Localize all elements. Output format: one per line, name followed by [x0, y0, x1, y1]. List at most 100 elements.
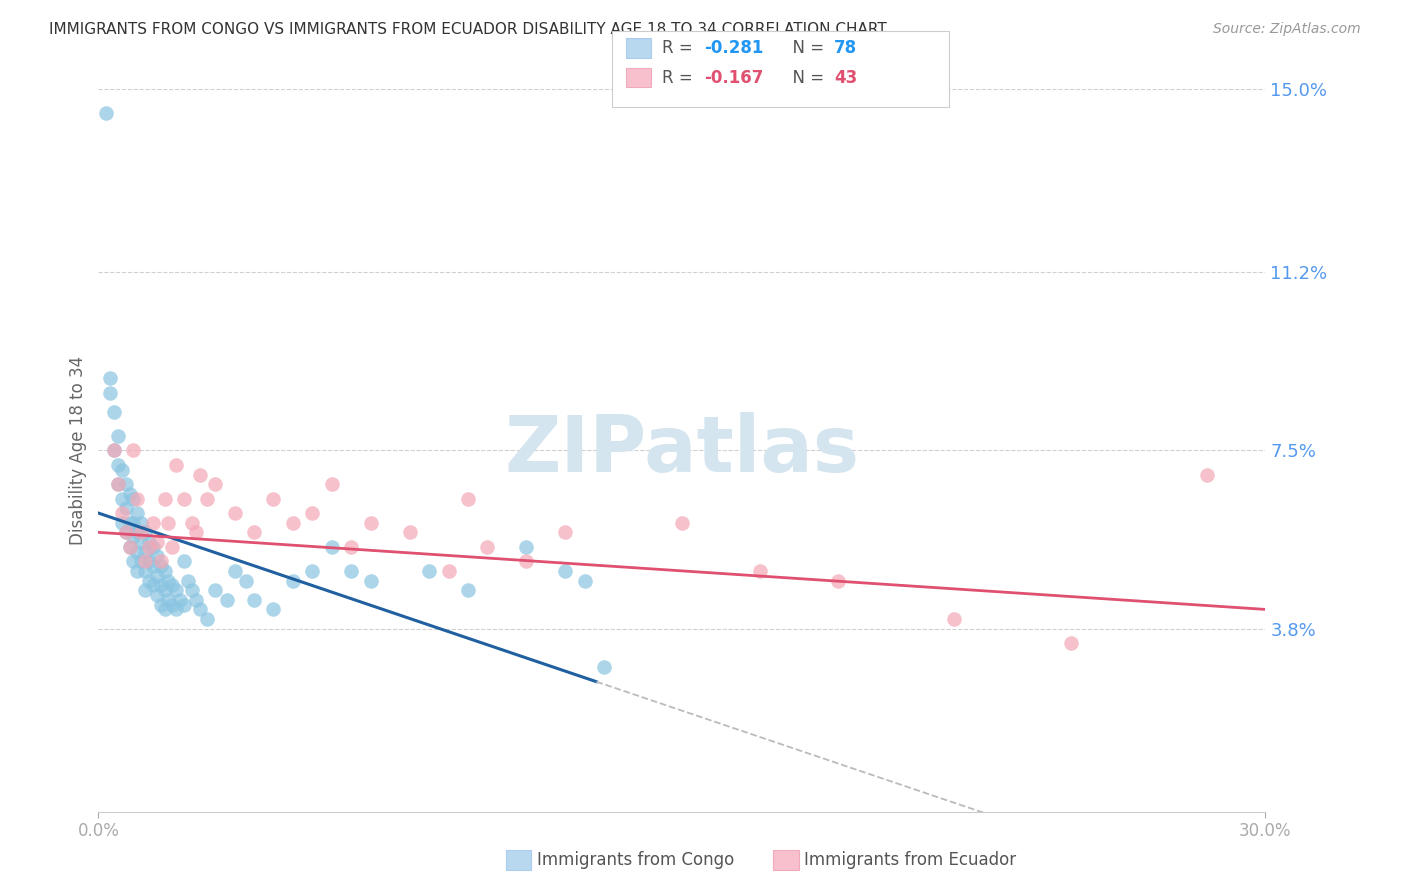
Text: R =: R = [662, 39, 699, 57]
Point [98, 371, 121, 385]
Point [457, 583, 479, 598]
Point [122, 554, 145, 568]
Point [149, 578, 172, 592]
Point [127, 506, 149, 520]
Point [122, 516, 145, 530]
Point [281, 516, 304, 530]
Point [134, 525, 156, 540]
Point [224, 506, 246, 520]
Point [134, 554, 156, 568]
Point [169, 592, 191, 607]
Text: N =: N = [782, 39, 830, 57]
Point [173, 491, 195, 506]
Point [360, 516, 382, 530]
Point [281, 574, 304, 588]
Point [437, 564, 460, 578]
Point [215, 592, 238, 607]
Point [180, 516, 202, 530]
Text: 78: 78 [834, 39, 856, 57]
Text: 43: 43 [834, 69, 858, 87]
Point [243, 525, 266, 540]
Point [301, 506, 323, 520]
Point [173, 554, 195, 568]
Point [122, 530, 145, 544]
Point [134, 544, 156, 558]
Point [398, 525, 420, 540]
Point [146, 568, 169, 582]
Point [748, 564, 770, 578]
Point [111, 506, 134, 520]
Point [111, 463, 134, 477]
Point [146, 588, 169, 602]
Point [98, 385, 121, 400]
Text: -0.167: -0.167 [704, 69, 763, 87]
Point [340, 564, 363, 578]
Point [177, 574, 200, 588]
Point [173, 598, 195, 612]
Point [195, 491, 218, 506]
Point [162, 598, 184, 612]
Point [107, 458, 129, 472]
Point [122, 443, 145, 458]
Point [162, 540, 184, 554]
Point [146, 535, 169, 549]
Point [127, 544, 149, 558]
Point [149, 598, 172, 612]
Point [153, 602, 176, 616]
Point [127, 564, 149, 578]
Point [418, 564, 440, 578]
Text: -0.281: -0.281 [704, 39, 763, 57]
Point [142, 516, 165, 530]
Point [157, 574, 180, 588]
Point [321, 477, 343, 491]
Point [142, 540, 165, 554]
Point [301, 564, 323, 578]
Point [321, 540, 343, 554]
Text: Immigrants from Ecuador: Immigrants from Ecuador [804, 851, 1017, 869]
Text: Immigrants from Congo: Immigrants from Congo [537, 851, 734, 869]
Point [235, 574, 257, 588]
Point [671, 516, 693, 530]
Text: ZIPatlas: ZIPatlas [505, 412, 859, 489]
Point [114, 525, 136, 540]
Point [157, 592, 180, 607]
Point [165, 583, 187, 598]
Point [165, 602, 187, 616]
Point [195, 612, 218, 626]
Point [1195, 467, 1218, 482]
Point [138, 574, 160, 588]
Point [204, 583, 226, 598]
Point [165, 458, 187, 472]
Point [138, 535, 160, 549]
Point [103, 443, 125, 458]
Point [184, 592, 207, 607]
Text: N =: N = [782, 69, 830, 87]
Point [515, 554, 537, 568]
Point [129, 535, 152, 549]
Point [224, 564, 246, 578]
Point [107, 477, 129, 491]
Point [118, 487, 141, 501]
Point [188, 602, 211, 616]
Y-axis label: Disability Age 18 to 34: Disability Age 18 to 34 [69, 356, 87, 545]
Point [142, 559, 165, 574]
Point [593, 660, 616, 674]
Point [262, 602, 284, 616]
Point [153, 564, 176, 578]
Point [103, 443, 125, 458]
Point [943, 612, 966, 626]
Point [134, 583, 156, 598]
Point [107, 477, 129, 491]
Point [477, 540, 499, 554]
Point [111, 491, 134, 506]
Point [111, 516, 134, 530]
Point [114, 525, 136, 540]
Point [1060, 636, 1083, 650]
Point [184, 525, 207, 540]
Point [243, 592, 266, 607]
Point [515, 540, 537, 554]
Point [146, 549, 169, 564]
Point [180, 583, 202, 598]
Point [118, 540, 141, 554]
Point [129, 554, 152, 568]
